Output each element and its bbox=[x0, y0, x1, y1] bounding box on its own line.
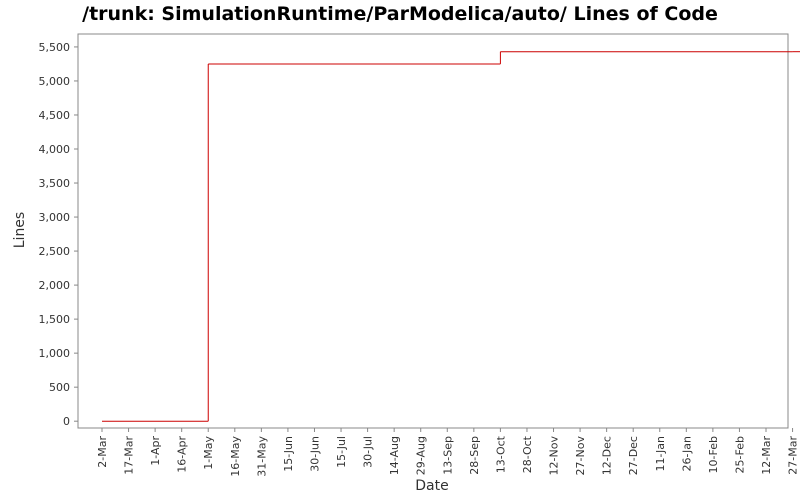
y-tick-label: 0 bbox=[63, 415, 70, 428]
x-tick-label: 15-Jun bbox=[282, 436, 295, 472]
y-tick-label: 3,000 bbox=[39, 211, 71, 224]
x-axis-label: Date bbox=[415, 478, 448, 494]
x-tick-label: 30-Jun bbox=[308, 436, 321, 472]
chart-title: /trunk: SimulationRuntime/ParModelica/au… bbox=[82, 3, 718, 25]
x-tick-label: 17-Mar bbox=[123, 436, 136, 475]
y-tick-label: 5,500 bbox=[39, 41, 71, 54]
x-tick-label: 28-Sep bbox=[468, 436, 481, 475]
x-tick-label: 26-Jan bbox=[680, 436, 693, 472]
y-tick-label: 2,000 bbox=[39, 279, 71, 292]
x-tick-label: 13-Oct bbox=[494, 435, 507, 473]
x-tick-label: 1-May bbox=[202, 436, 215, 470]
x-tick-label: 29-Aug bbox=[415, 436, 428, 475]
y-tick-label: 1,500 bbox=[39, 313, 71, 326]
x-tick-label: 25-Feb bbox=[733, 436, 746, 473]
x-tick-label: 15-Jul bbox=[335, 436, 348, 468]
x-tick-label: 1-Apr bbox=[149, 436, 162, 466]
x-tick-label: 31-May bbox=[255, 436, 268, 477]
x-tick-label: 12-Nov bbox=[548, 436, 561, 476]
x-tick-label: 28-Oct bbox=[521, 435, 534, 473]
x-tick-label: 12-Mar bbox=[760, 436, 773, 475]
x-tick-label: 11-Jan bbox=[654, 436, 667, 472]
x-tick-label: 16-May bbox=[229, 436, 242, 477]
y-tick-label: 5,000 bbox=[39, 75, 71, 88]
y-tick-label: 3,500 bbox=[39, 177, 71, 190]
x-tick-label: 27-Nov bbox=[574, 436, 587, 476]
x-tick-label: 16-Apr bbox=[176, 436, 189, 473]
x-tick-label: 2-Mar bbox=[96, 436, 109, 468]
y-axis-label: Lines bbox=[12, 212, 28, 248]
x-tick-label: 12-Dec bbox=[601, 436, 614, 475]
y-tick-label: 1,000 bbox=[39, 347, 71, 360]
y-tick-label: 2,500 bbox=[39, 245, 71, 258]
x-tick-label: 27-Dec bbox=[627, 436, 640, 475]
x-tick-label: 14-Aug bbox=[388, 436, 401, 475]
y-tick-label: 500 bbox=[49, 381, 70, 394]
plot-area bbox=[77, 33, 789, 429]
y-tick-label: 4,500 bbox=[39, 109, 71, 122]
x-tick-label: 27-Mar bbox=[787, 436, 800, 475]
x-tick-label: 10-Feb bbox=[707, 436, 720, 473]
x-tick-label: 13-Sep bbox=[441, 436, 454, 475]
x-tick-label: 30-Jul bbox=[362, 436, 375, 468]
y-tick-label: 4,000 bbox=[39, 143, 71, 156]
